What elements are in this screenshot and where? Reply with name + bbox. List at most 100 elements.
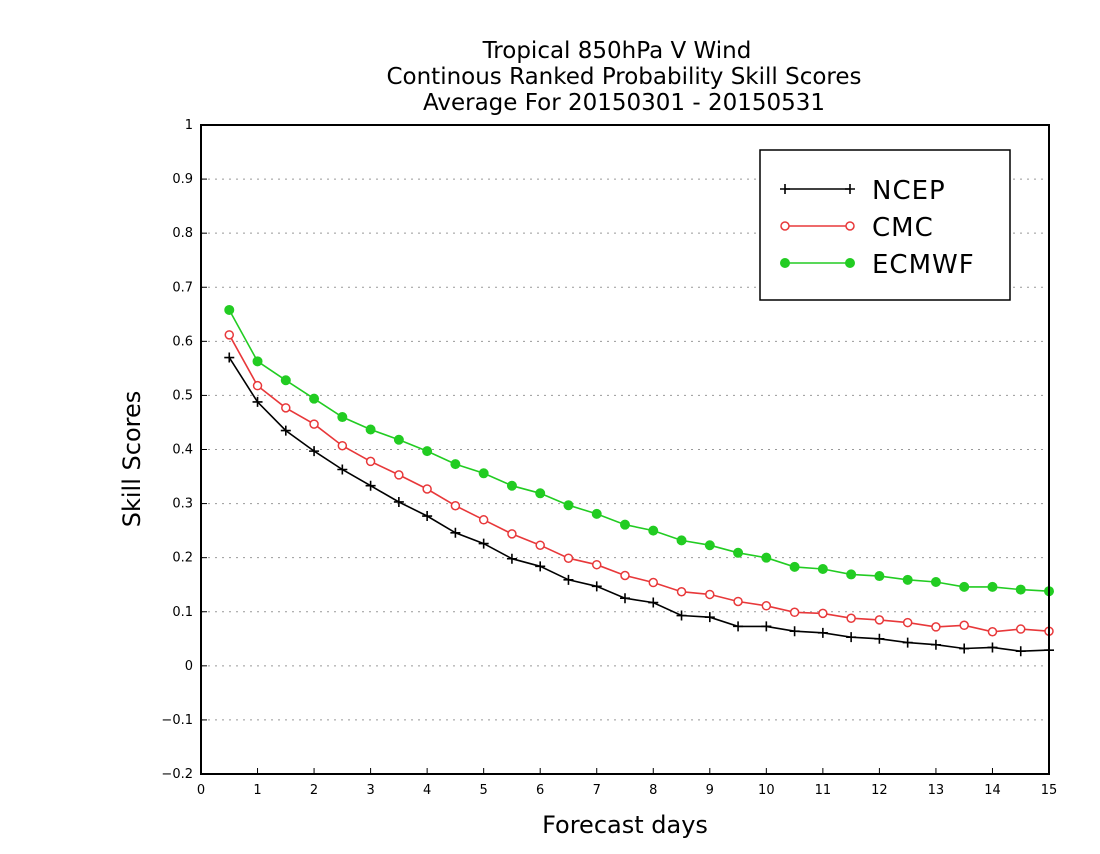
ncep-point: [280, 425, 291, 436]
y-tick-label: 0.8: [172, 226, 193, 241]
ecmwf-point: [591, 508, 602, 519]
y-tick-label: 0: [185, 659, 193, 674]
cmc-point: [478, 515, 489, 525]
cmc-point: [959, 620, 969, 631]
legend-marker: [845, 258, 855, 268]
y-tick-label: 0.6: [172, 334, 193, 349]
ncep-point: [337, 464, 348, 475]
legend-box: [759, 149, 1011, 301]
ecmwf-point: [817, 564, 828, 575]
gridlines: [201, 178, 1049, 721]
chart-title-line-1: Tropical 850hPa V Wind: [482, 38, 752, 64]
ncep-point: [902, 637, 913, 648]
legend-marker: [780, 258, 790, 268]
x-tick-label: 12: [871, 783, 888, 798]
ecmwf-point: [280, 375, 291, 386]
ecmwf-point: [422, 446, 433, 457]
series-cmc: [224, 330, 1054, 637]
x-tick-label: 6: [536, 783, 544, 798]
ncep-point: [309, 446, 320, 457]
ncep-point: [224, 352, 235, 363]
ncep-point: [506, 553, 517, 564]
ecmwf-point: [224, 304, 235, 315]
x-tick-label: 5: [480, 783, 488, 798]
cmc-point: [365, 456, 376, 467]
legend-label: ECMWF: [872, 250, 975, 280]
ncep-point: [535, 561, 546, 572]
y-tick-label: 0.3: [172, 497, 193, 512]
ecmwf-point: [450, 459, 461, 470]
x-tick-label: 4: [423, 783, 431, 798]
cmc-point: [535, 540, 545, 550]
x-tick-label: 11: [815, 783, 832, 798]
ncep-point: [817, 627, 828, 638]
ecmwf-point: [761, 552, 772, 563]
cmc-point: [591, 559, 602, 570]
x-tick-label: 8: [649, 783, 657, 798]
ecmwf-point: [874, 571, 885, 582]
cmc-point: [450, 500, 461, 511]
x-axis-title: Forecast days: [542, 811, 708, 839]
cmc-point: [676, 586, 687, 597]
x-tick-label: 3: [366, 783, 374, 798]
x-tick-label: 15: [1041, 783, 1058, 798]
ecmwf-point: [902, 574, 913, 585]
ecmwf-point: [506, 480, 517, 491]
y-tick-label: 0.5: [172, 388, 193, 403]
ncep-point: [761, 621, 772, 632]
y-tick-label: −0.2: [161, 767, 193, 782]
cmc-point: [705, 589, 715, 600]
series-ncep: [224, 352, 1054, 657]
legend-marker: [845, 221, 855, 231]
chart-title-line-2: Continous Ranked Probability Skill Score…: [386, 64, 861, 90]
cmc-point: [761, 601, 772, 611]
legend-item-cmc: CMC: [780, 213, 933, 243]
ecmwf-point: [1015, 584, 1026, 595]
y-tick-label: −0.1: [161, 713, 193, 728]
ncep-point: [591, 581, 602, 592]
x-tick-label: 14: [984, 783, 1001, 798]
series-ecmwf: [224, 304, 1054, 597]
cmc-point: [987, 627, 998, 637]
cmc-point: [789, 607, 800, 618]
cmc-point: [874, 615, 885, 625]
axis-ticks: −0.2−0.100.10.20.30.40.50.60.70.80.910 1 2…: [161, 118, 1057, 798]
ncep-point: [987, 642, 998, 653]
y-axis-title: Skill Scores: [118, 391, 146, 528]
cmc-point: [902, 617, 913, 628]
ecmwf-point: [563, 500, 574, 511]
legend-marker: [780, 184, 790, 194]
cmc-point: [281, 403, 291, 413]
ncep-point: [1015, 646, 1026, 657]
y-tick-label: 1: [185, 118, 193, 133]
series-group: [224, 304, 1054, 657]
ncep-point: [789, 626, 800, 637]
ecmwf-point: [704, 540, 715, 551]
legend-label: NCEP: [872, 176, 946, 206]
cmc-point: [224, 330, 235, 340]
cmc-point: [1015, 624, 1026, 634]
x-tick-label: 9: [706, 783, 714, 798]
cmc-point: [846, 613, 856, 623]
ecmwf-point: [676, 535, 687, 546]
ncep-point: [959, 643, 970, 654]
cmc-line: [228, 334, 1050, 633]
x-tick-label: 13: [928, 783, 945, 798]
ecmwf-point: [252, 356, 263, 367]
ncep-point: [563, 574, 574, 585]
legend-marker: [780, 221, 790, 231]
ncep-point: [676, 610, 687, 621]
ecmwf-point: [365, 424, 376, 435]
y-tick-label: 0.2: [172, 551, 193, 566]
cmc-point: [507, 529, 517, 539]
ecmwf-point: [648, 525, 659, 536]
ncep-point: [620, 593, 630, 604]
ecmwf-point: [930, 577, 941, 588]
ecmwf-point: [846, 569, 857, 580]
legend-item-ncep: NCEP: [780, 176, 946, 206]
cmc-point: [337, 440, 348, 451]
cmc-point: [563, 553, 574, 563]
x-tick-label: 0: [197, 783, 205, 798]
cmc-point: [733, 596, 743, 607]
